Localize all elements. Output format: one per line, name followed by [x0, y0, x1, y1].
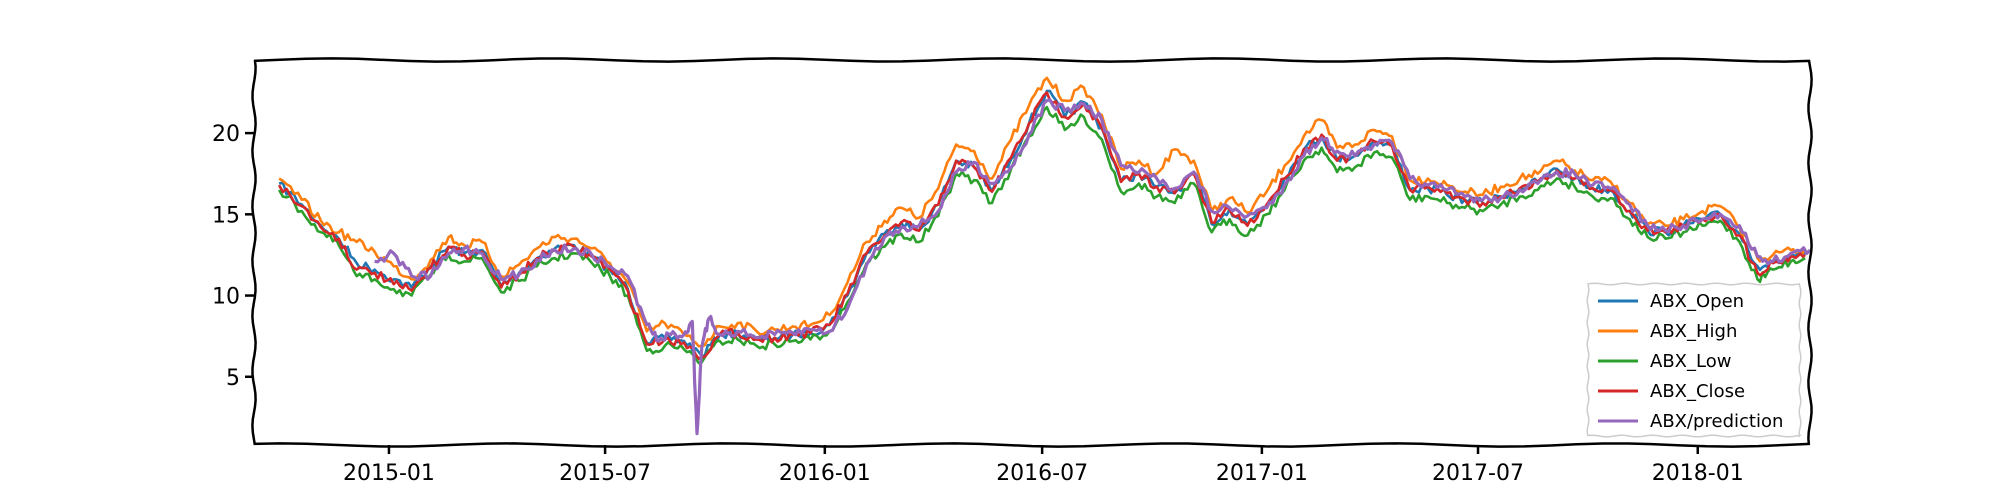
y-tick-label: 15 [212, 203, 240, 228]
legend-entries: ABX_Open ABX_High ABX_Low ABX_Close ABX/pred… [1598, 291, 1783, 432]
y-tick-label: 5 [226, 366, 240, 391]
series-line-abx-prediction [374, 98, 1812, 436]
axis-ticks: 5 10 15 20 2015-01 2015-07 2016-01 2016-07 2017-… [212, 122, 1744, 486]
y-tick-label: 20 [212, 122, 240, 147]
legend-label-abx-high: ABX_High [1650, 321, 1737, 342]
legend-label-abx-open: ABX_Open [1650, 291, 1744, 312]
legend-label-abx-low: ABX_Low [1650, 351, 1731, 372]
legend-label-abx-close: ABX_Close [1650, 381, 1745, 402]
legend-frame [1586, 282, 1803, 438]
x-tick-label: 2015-01 [343, 461, 435, 486]
series-line-abx-open [278, 89, 1807, 357]
legend: ABX_Open ABX_High ABX_Low ABX_Close ABX/pred… [1586, 282, 1803, 438]
series-line-abx-high [278, 76, 1807, 348]
legend-label-abx-prediction: ABX/prediction [1650, 411, 1783, 432]
x-tick-label: 2017-07 [1432, 461, 1524, 486]
x-tick-label: 2016-07 [996, 461, 1088, 486]
x-tick-label: 2017-01 [1216, 461, 1308, 486]
series-line-abx-low [277, 105, 1806, 365]
series-lines [277, 76, 1812, 436]
x-tick-label: 2018-01 [1652, 461, 1744, 486]
y-tick-label: 10 [212, 285, 240, 310]
x-tick-label: 2015-07 [559, 461, 651, 486]
series-line-abx-close [277, 91, 1806, 361]
plot-frame [251, 57, 1813, 448]
x-tick-label: 2016-01 [779, 461, 871, 486]
